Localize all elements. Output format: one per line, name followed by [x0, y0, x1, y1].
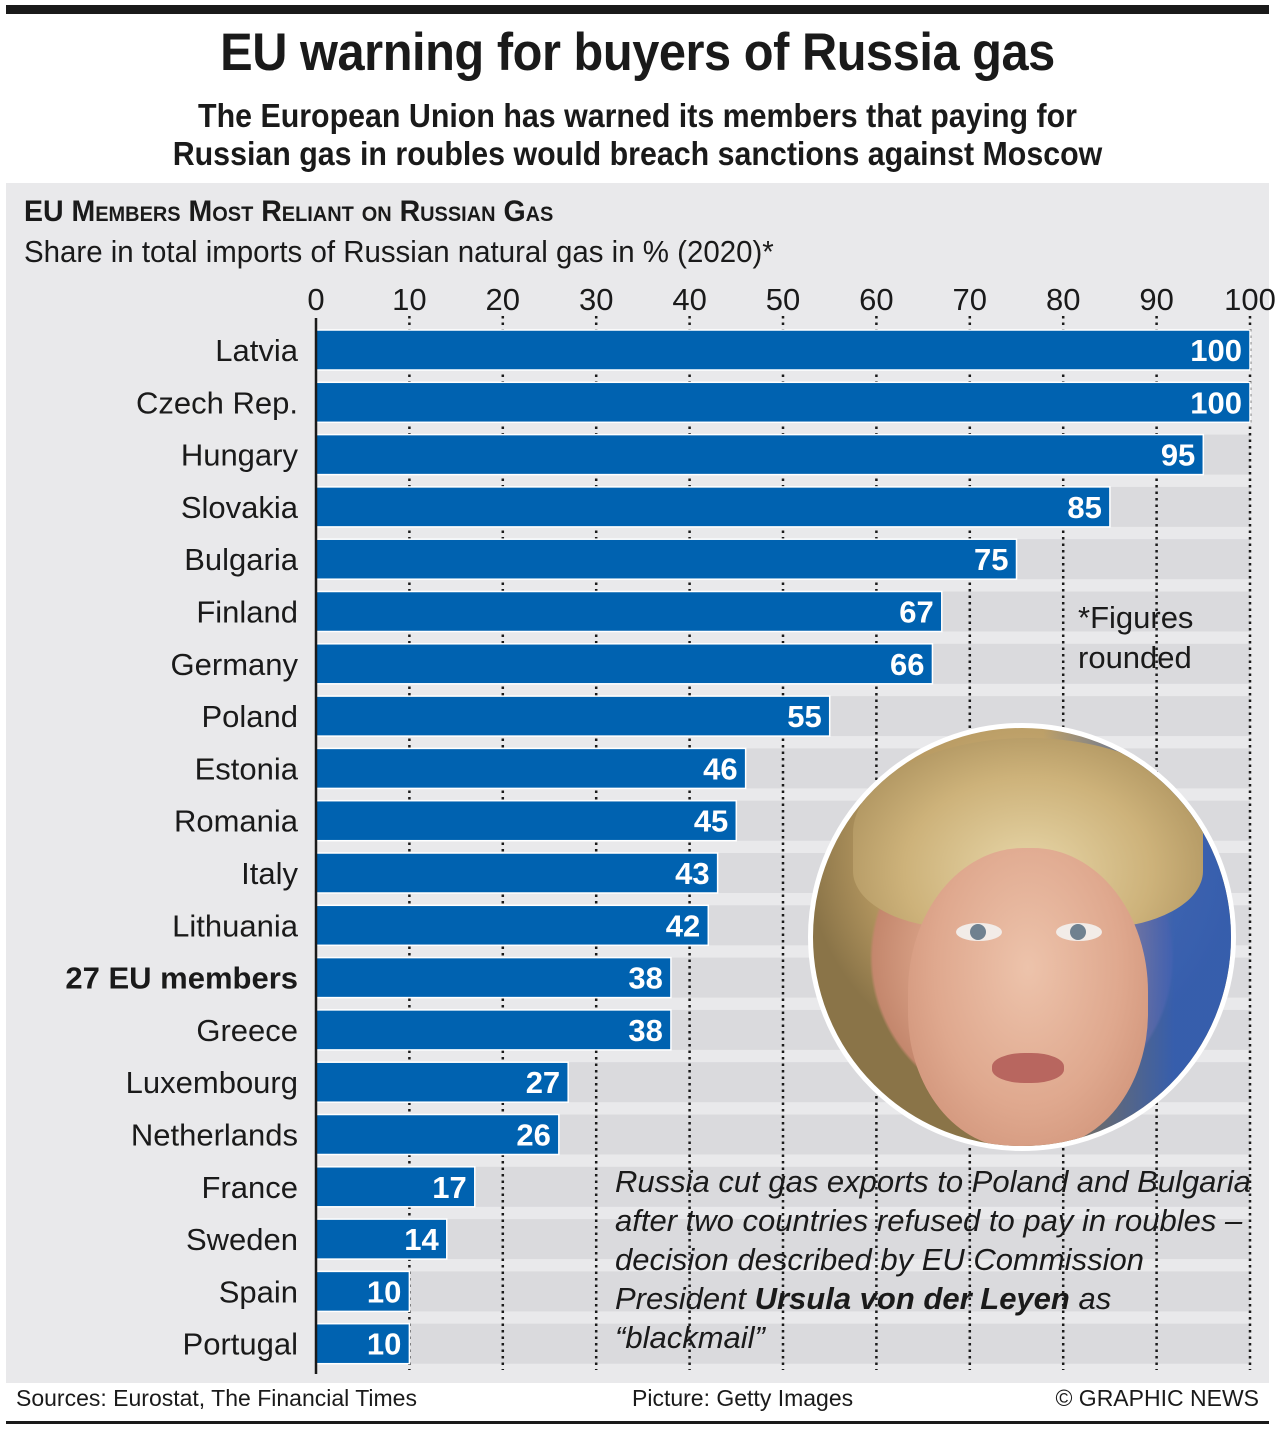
page-subtitle: The European Union has warned its member…	[51, 97, 1224, 173]
bar	[315, 486, 1111, 528]
subtitle-line-2: Russian gas in roubles would breach sanc…	[172, 135, 1103, 172]
bar	[315, 747, 747, 790]
x-tick-label: 100	[1224, 282, 1275, 317]
footnote-text: *Figures rounded	[1078, 598, 1193, 678]
footnote: *Figures rounded	[1078, 598, 1193, 678]
x-tick-label: 20	[486, 282, 520, 317]
bar-value-label: 26	[516, 1118, 550, 1153]
caption-name: Ursula von der Leyen	[754, 1281, 1070, 1316]
bar-value-label: 95	[1161, 438, 1195, 473]
x-tick-label: 30	[579, 282, 613, 317]
photo-eye-left	[956, 923, 1002, 941]
category-label: Hungary	[181, 438, 299, 473]
bar	[315, 329, 1251, 371]
x-tick-label: 10	[392, 282, 426, 317]
category-label: Spain	[219, 1274, 298, 1309]
x-tick-label: 50	[766, 282, 800, 317]
caption: Russia cut gas exports to Poland and Bul…	[615, 1162, 1255, 1357]
category-label: Germany	[171, 647, 299, 682]
caption-text-before: Russia cut gas exports to Poland and Bul…	[615, 1164, 1251, 1316]
footnote-line: rounded	[1078, 640, 1192, 675]
bar	[315, 381, 1251, 424]
portrait-photo	[808, 723, 1236, 1151]
bar-value-label: 46	[703, 751, 737, 786]
x-tick-label: 0	[307, 282, 324, 317]
bottom-rule	[6, 1421, 1269, 1424]
category-label: Slovakia	[181, 490, 299, 525]
bar-value-label: 100	[1190, 333, 1242, 368]
top-rule	[6, 5, 1269, 14]
bar	[315, 904, 710, 947]
bar	[315, 1218, 448, 1260]
category-label: Sweden	[186, 1222, 298, 1257]
bar-value-label: 10	[367, 1274, 401, 1309]
bar	[315, 1166, 476, 1208]
bar	[315, 1270, 411, 1313]
bar-value-label: 67	[899, 595, 933, 630]
category-label: Portugal	[183, 1327, 298, 1362]
bar-value-label: 100	[1190, 385, 1242, 420]
category-label: France	[202, 1170, 298, 1205]
bar-value-label: 45	[694, 804, 728, 839]
bar-value-label: 27	[526, 1065, 560, 1100]
category-label: Estonia	[195, 751, 299, 786]
bar-value-label: 38	[628, 1013, 662, 1048]
category-label: Finland	[196, 595, 298, 630]
bar-value-label: 85	[1067, 490, 1101, 525]
bar	[315, 852, 719, 894]
chart-subtitle: Share in total imports of Russian natura…	[24, 234, 774, 269]
x-tick-label: 60	[859, 282, 893, 317]
bar-value-label: 10	[367, 1327, 401, 1362]
page-title: EU warning for buyers of Russia gas	[220, 23, 1055, 82]
bar	[315, 1009, 672, 1051]
bar	[315, 590, 943, 633]
bar	[315, 956, 672, 999]
chart-title: EU Members Most Reliant on Russian Gas	[24, 195, 554, 228]
bar	[315, 799, 738, 842]
category-label: Poland	[201, 699, 298, 734]
category-label: Romania	[174, 804, 299, 839]
category-label: Greece	[196, 1013, 298, 1048]
bar-value-label: 55	[787, 699, 821, 734]
category-label: Czech Rep.	[136, 385, 298, 420]
category-label: Latvia	[215, 333, 298, 368]
photo-face	[908, 848, 1148, 1146]
bar-value-label: 17	[432, 1170, 466, 1205]
subtitle-line-1: The European Union has warned its member…	[198, 97, 1077, 134]
category-label: Netherlands	[131, 1118, 298, 1153]
picture-credit: Picture: Getty Images	[632, 1385, 854, 1411]
photo-eye-right	[1056, 923, 1102, 941]
x-tick-label: 90	[1139, 282, 1173, 317]
bar-value-label: 14	[404, 1222, 439, 1257]
bar-value-label: 38	[628, 961, 662, 996]
bar	[315, 695, 831, 737]
bar-value-label: 66	[890, 647, 924, 682]
category-label: Lithuania	[172, 908, 299, 943]
x-tick-label: 70	[953, 282, 987, 317]
category-label: Bulgaria	[184, 542, 298, 577]
category-label: Luxembourg	[126, 1065, 298, 1100]
bar	[315, 433, 1205, 476]
bar-value-label: 43	[675, 856, 709, 891]
category-label: 27 EU members	[65, 961, 298, 996]
bar-value-label: 75	[974, 542, 1008, 577]
bar	[315, 1061, 569, 1103]
photo-mouth	[992, 1053, 1064, 1083]
x-tick-label: 40	[672, 282, 706, 317]
sources-credit: Sources: Eurostat, The Financial Times	[16, 1385, 417, 1411]
bar-value-label: 42	[666, 908, 700, 943]
footnote-line: *Figures	[1078, 600, 1194, 635]
copyright-credit: © GRAPHIC NEWS	[1055, 1385, 1259, 1411]
bar	[315, 1113, 560, 1156]
caption-text-after: as “blackmail”	[615, 1281, 1112, 1355]
x-tick-label: 80	[1046, 282, 1080, 317]
category-label: Italy	[241, 856, 298, 891]
bar	[315, 643, 934, 685]
bar	[315, 538, 1018, 580]
